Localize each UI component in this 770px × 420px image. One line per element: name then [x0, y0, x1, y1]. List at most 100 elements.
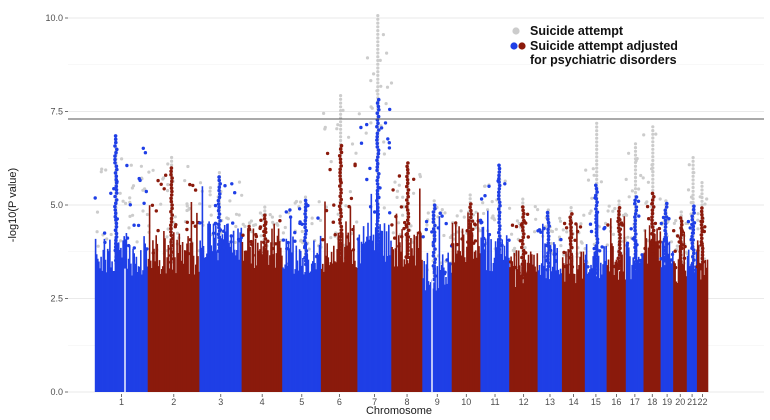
adjusted-peak-point [338, 201, 343, 205]
unadjusted-peak-point [170, 163, 174, 167]
adjusted-point [188, 238, 193, 242]
adjusted-peak-point [114, 188, 119, 192]
adjusted-peak-point [652, 195, 656, 199]
adjusted-peak-point [568, 255, 572, 260]
adjusted-peak-point [497, 176, 501, 181]
adjusted-peak-point [650, 198, 655, 202]
adjusted-peak-point [595, 190, 599, 194]
adjusted-peak-point [431, 254, 436, 258]
unadjusted-peak-point [633, 146, 638, 150]
unadjusted-peak-point [595, 132, 599, 137]
adjusted-point [391, 188, 395, 192]
adjusted-point [562, 221, 567, 226]
adjusted-peak-point [375, 219, 380, 223]
adjusted-peak-point [496, 254, 501, 258]
unadjusted-peak-point [376, 73, 380, 77]
adjusted-point [270, 246, 274, 251]
unadjusted-point [508, 206, 512, 210]
unadjusted-point [401, 195, 405, 199]
adjusted-point [212, 231, 216, 235]
adjusted-peak-point [497, 180, 501, 184]
adjusted-peak-point [699, 209, 704, 214]
adjusted-peak-point [699, 263, 704, 268]
adjusted-peak-point [262, 233, 267, 238]
unadjusted-peak-point [651, 140, 655, 144]
adjusted-peak-point [595, 257, 599, 262]
adjusted-peak-point [217, 188, 221, 193]
adjusted-peak-point [216, 215, 221, 220]
adjusted-peak-point [680, 229, 685, 234]
adjusted-peak-point [375, 101, 380, 105]
adjusted-peak-point [406, 228, 411, 233]
adjusted-point [424, 227, 428, 232]
adjusted-peak-point [263, 213, 267, 218]
unadjusted-point [198, 202, 202, 206]
adjusted-peak-point [405, 167, 410, 172]
adjusted-peak-point [520, 238, 524, 243]
adjusted-peak-point [594, 220, 598, 225]
adjusted-point [213, 221, 218, 225]
unadjusted-point [533, 230, 537, 234]
unadjusted-point [129, 163, 133, 167]
unadjusted-point [166, 189, 170, 193]
adjusted-peak-point [633, 255, 638, 260]
adjusted-peak-point [700, 253, 705, 257]
adjusted-peak-point [375, 178, 380, 183]
adjusted-peak-point [338, 147, 343, 151]
adjusted-peak-point [169, 257, 174, 261]
unadjusted-point [412, 191, 416, 195]
adjusted-point [288, 208, 292, 212]
unadjusted-point [630, 189, 635, 193]
unadjusted-peak-point [617, 199, 621, 203]
adjusted-peak-point [633, 201, 637, 206]
adjusted-peak-point [634, 262, 638, 267]
adjusted-peak-point [376, 97, 381, 102]
adjusted-peak-point [568, 215, 572, 220]
unadjusted-point [658, 197, 662, 201]
adjusted-point [185, 220, 189, 224]
adjusted-peak-point [218, 239, 222, 243]
adjusted-peak-point [217, 225, 221, 230]
adjusted-peak-point [218, 182, 222, 186]
adjusted-point [188, 182, 192, 187]
adjusted-peak-point [595, 200, 599, 204]
adjusted-peak-point [169, 260, 173, 265]
adjusted-peak-point [569, 229, 573, 233]
adjusted-peak-point [650, 215, 654, 219]
unadjusted-peak-point [595, 121, 599, 125]
unadjusted-point [382, 140, 386, 144]
adjusted-peak-point [375, 168, 379, 173]
adjusted-peak-point [617, 249, 621, 254]
adjusted-peak-point [376, 155, 380, 159]
unadjusted-point [208, 189, 212, 193]
adjusted-peak-point [690, 217, 695, 222]
adjusted-peak-point [339, 211, 343, 215]
adjusted-peak-point [634, 232, 638, 236]
unadjusted-point [513, 246, 517, 250]
unadjusted-point [127, 226, 131, 230]
adjusted-point [249, 239, 253, 244]
unadjusted-point [283, 225, 287, 230]
unadjusted-point [559, 244, 563, 248]
unadjusted-point [443, 211, 447, 215]
unadjusted-point [293, 201, 297, 205]
unadjusted-point [369, 79, 373, 83]
adjusted-peak-point [520, 245, 524, 250]
adjusted-peak-point [546, 237, 551, 242]
adjusted-point [258, 226, 262, 231]
unadjusted-peak-point [651, 155, 655, 159]
unadjusted-peak-point [691, 159, 695, 163]
adjusted-point [695, 265, 700, 269]
adjusted-peak-point [633, 222, 637, 226]
adjusted-point [118, 259, 123, 263]
adjusted-peak-point [113, 134, 118, 138]
adjusted-peak-point [692, 211, 696, 215]
adjusted-peak-point [691, 268, 695, 273]
unadjusted-point [397, 183, 401, 187]
unadjusted-point [124, 201, 128, 205]
adjusted-peak-point [405, 238, 410, 243]
adjusted-peak-point [594, 254, 598, 258]
unadjusted-point [606, 209, 610, 213]
adjusted-peak-point [114, 184, 119, 189]
unadjusted-peak-point [595, 136, 599, 140]
